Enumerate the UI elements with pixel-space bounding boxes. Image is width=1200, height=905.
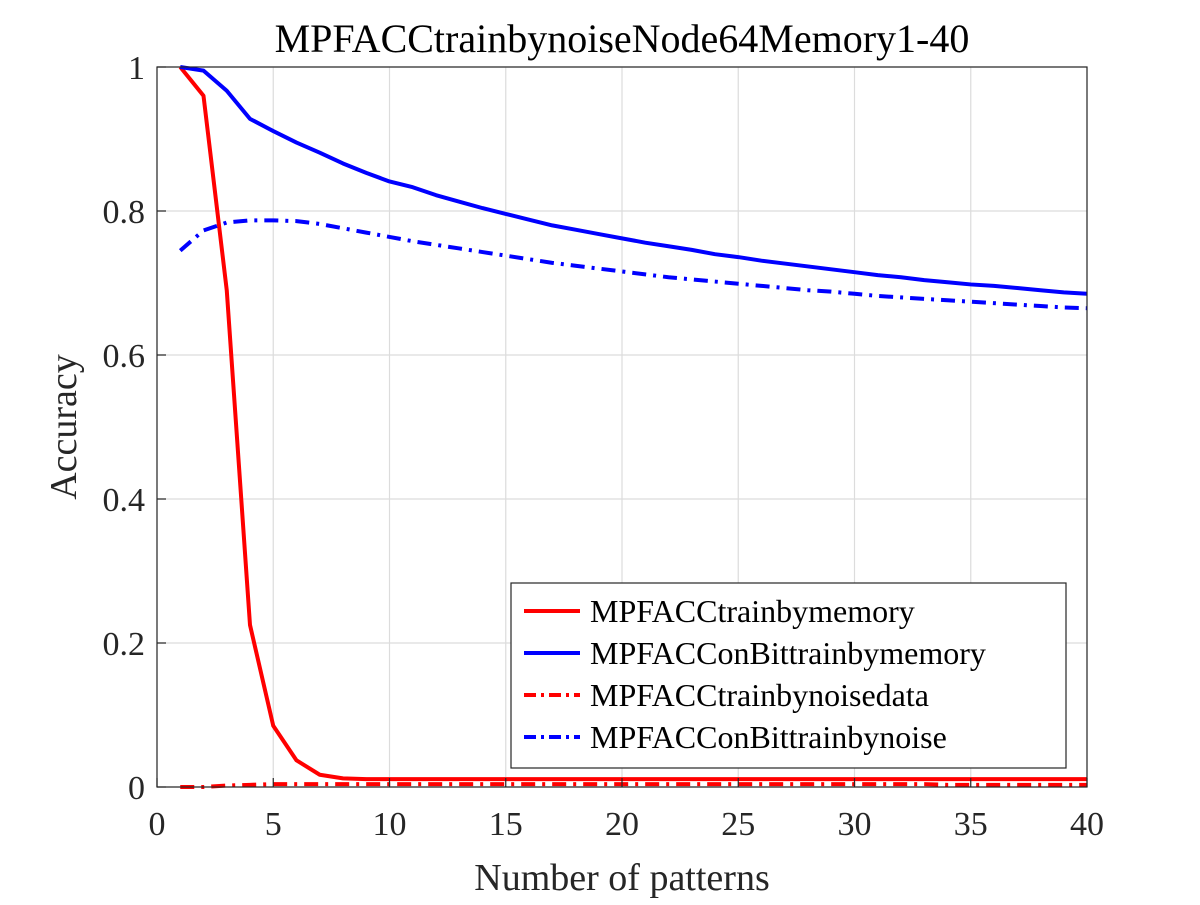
y-tick-label: 1 — [128, 50, 145, 87]
legend-label: MPFACConBittrainbymemory — [590, 635, 986, 671]
legend: MPFACCtrainbymemory MPFACConBittrainbymem… — [511, 583, 1066, 768]
y-axis-title: Accuracy — [43, 354, 85, 500]
x-tick-label: 10 — [373, 806, 407, 843]
x-axis-title: Number of patterns — [474, 857, 769, 899]
x-tick-label: 5 — [265, 806, 282, 843]
legend-label: MPFACCtrainbynoisedata — [590, 677, 929, 713]
y-tick-label: 0.2 — [103, 626, 146, 663]
x-tick-label: 0 — [149, 806, 166, 843]
x-tick-label: 25 — [721, 806, 755, 843]
chart-title: MPFACCtrainbynoiseNode64Memory1-40 — [275, 16, 970, 61]
x-tick-label: 40 — [1070, 806, 1104, 843]
legend-label: MPFACConBittrainbynoise — [590, 719, 947, 755]
y-tick-label: 0.8 — [103, 194, 146, 231]
y-tick-label: 0.4 — [103, 482, 146, 519]
y-tick-label: 0.6 — [103, 338, 146, 375]
x-tick-label: 35 — [954, 806, 988, 843]
x-tick-label: 30 — [838, 806, 872, 843]
y-tick-label: 0 — [128, 770, 145, 807]
x-tick-label: 15 — [489, 806, 523, 843]
x-tick-label: 20 — [605, 806, 639, 843]
legend-label: MPFACCtrainbymemory — [590, 593, 915, 629]
